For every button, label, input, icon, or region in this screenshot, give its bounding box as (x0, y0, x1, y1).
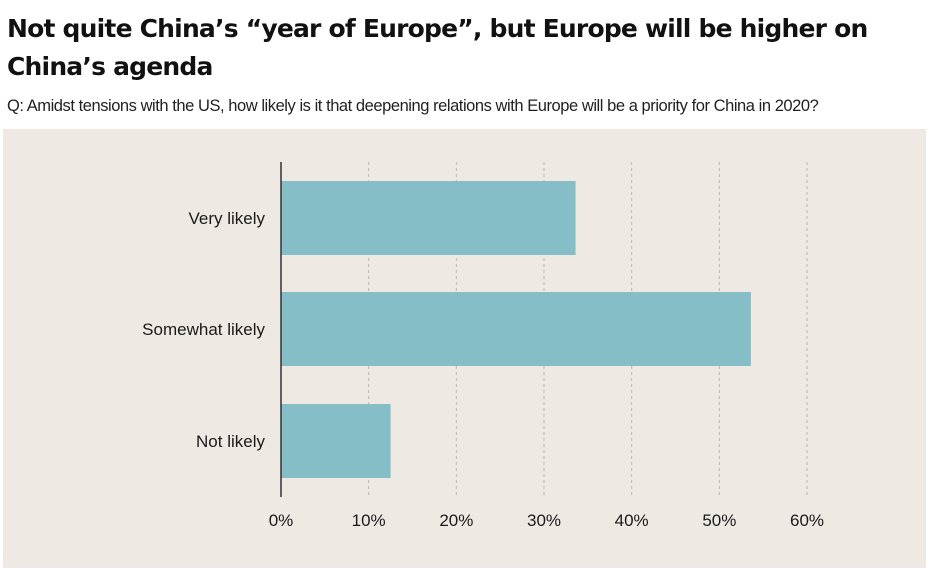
x-tick-label: 60% (790, 511, 824, 530)
bar-not-likely (281, 404, 391, 478)
chart-subtitle: Q: Amidst tensions with the US, how like… (7, 97, 819, 115)
x-tick-label: 40% (615, 511, 649, 530)
category-label: Very likely (188, 209, 265, 228)
chart-title: Not quite China’s “year of Europe”, but … (7, 14, 868, 81)
bar-somewhat-likely (281, 292, 751, 366)
category-label: Somewhat likely (142, 320, 265, 339)
category-labels: Very likely Somewhat likely Not likely (142, 209, 265, 451)
x-tick-label: 20% (439, 511, 473, 530)
x-tick-label: 30% (527, 511, 561, 530)
bar-very-likely (281, 181, 576, 255)
x-tick-label: 10% (352, 511, 386, 530)
x-tick-label: 0% (269, 511, 294, 530)
category-label: Not likely (196, 432, 265, 451)
x-tick-labels: 0% 10% 20% 30% 40% 50% 60% (269, 511, 824, 530)
x-tick-label: 50% (702, 511, 736, 530)
bars (281, 181, 751, 478)
